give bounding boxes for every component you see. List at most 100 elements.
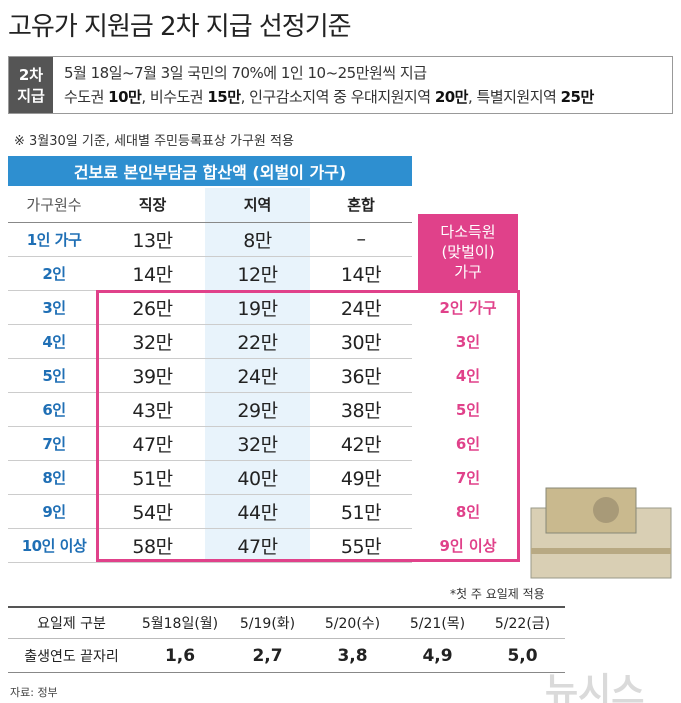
row-label: 9인 <box>42 502 66 521</box>
cell: 51만 <box>132 467 173 490</box>
side-value: 4인 <box>455 366 481 385</box>
weekday-header: 요일제 구분 <box>37 615 106 632</box>
row-rule <box>8 426 412 427</box>
row-label: 5인 <box>42 366 66 385</box>
region: , 특별지원지역 <box>468 88 561 106</box>
side-value: 6인 <box>455 434 481 453</box>
side-value: 5인 <box>455 400 481 419</box>
source: 자료: 정부 <box>10 686 58 699</box>
money-illustration <box>530 487 672 579</box>
cell: 19만 <box>237 297 278 320</box>
cell: 44만 <box>237 501 278 524</box>
side-value: 2인 가구 <box>439 298 497 317</box>
cell: 51만 <box>340 501 382 524</box>
side-header-line: 다소득원 <box>440 223 496 241</box>
title: 고유가 지원금 2차 지급 선정기준 <box>8 12 352 42</box>
region: , 비수도권 <box>141 88 208 106</box>
row-rule <box>8 494 412 495</box>
box-label-line: 2차 <box>18 66 44 84</box>
row-rule <box>8 358 412 359</box>
column-header: 가구원수 <box>26 195 82 214</box>
note: ※ 3월30일 기준, 세대별 주민등록표상 가구원 적용 <box>14 134 294 149</box>
weekday-mid-rule <box>8 638 565 639</box>
row-rule <box>8 562 412 563</box>
cell: 32만 <box>132 331 173 354</box>
row-rule <box>8 256 412 257</box>
row-label: 6인 <box>42 400 66 419</box>
cell: 12만 <box>237 263 278 286</box>
row-label: 10인 이상 <box>21 536 87 555</box>
bill-portrait <box>593 497 619 523</box>
weekday-bottom-rule <box>8 672 565 673</box>
cell: 32만 <box>237 433 278 456</box>
row-label: 2인 <box>42 264 66 283</box>
weekday-cell: 출생연도 끝자리 <box>24 648 119 665</box>
box-line-2: 수도권 10만, 비수도권 15만, 인구감소지역 중 우대지원지역 20만, … <box>64 86 594 107</box>
row-rule <box>8 392 412 393</box>
row-label: 7인 <box>42 434 66 453</box>
bill-band <box>531 548 671 554</box>
box-line-1: 5월 18일~7월 3일 국민의 70%에 1인 10~25만원씩 지급 <box>64 64 427 82</box>
cell: 8만 <box>243 229 272 252</box>
region: 수도권 <box>64 88 109 106</box>
row-rule <box>8 460 412 461</box>
row-rule <box>8 324 412 325</box>
row-label: 4인 <box>42 332 66 351</box>
side-value: 9인 이상 <box>439 536 497 555</box>
weekday-cell: 3,8 <box>337 645 368 666</box>
cell: 14만 <box>340 263 382 286</box>
amount: 15만 <box>207 88 241 106</box>
weekday-header: 5/19(화) <box>239 615 296 632</box>
cell: 26만 <box>132 297 173 320</box>
footnote: *첫 주 요일제 적용 <box>450 587 545 601</box>
cell: 36만 <box>340 365 382 388</box>
cell: 47만 <box>237 535 278 558</box>
cell: 49만 <box>340 467 382 490</box>
side-value: 7인 <box>455 468 481 487</box>
side-value: 8인 <box>455 502 481 521</box>
row-rule <box>8 222 412 223</box>
row-rule <box>8 528 412 529</box>
cell: 22만 <box>237 331 278 354</box>
cell: 55만 <box>340 535 382 558</box>
cell: 40만 <box>237 467 278 490</box>
weekday-header: 5월18일(월) <box>141 615 219 632</box>
cell: 47만 <box>132 433 173 456</box>
table-caption: 건보료 본인부담금 합산액 (외벌이 가구) <box>8 156 412 186</box>
row-label: 1인 가구 <box>26 230 82 249</box>
cell: – <box>356 228 367 250</box>
column-header: 혼합 <box>347 195 375 214</box>
side-value: 3인 <box>455 332 481 351</box>
cell: 13만 <box>132 229 173 252</box>
side-header-line: 가구 <box>454 263 482 281</box>
weekday-header: 5/22(금) <box>494 615 551 632</box>
weekday-cell: 4,9 <box>422 645 453 666</box>
row-label: 8인 <box>42 468 66 487</box>
cell: 39만 <box>132 365 173 388</box>
cell: 54만 <box>132 501 173 524</box>
cell: 24만 <box>340 297 382 320</box>
box-frame <box>8 56 673 114</box>
cell: 38만 <box>340 399 382 422</box>
weekday-header: 5/21(목) <box>409 615 466 632</box>
box-label-line: 지급 <box>17 87 45 105</box>
amount: 25만 <box>560 88 595 106</box>
cell: 14만 <box>132 263 173 286</box>
cell: 58만 <box>132 535 173 558</box>
weekday-cell: 5,0 <box>507 645 538 666</box>
row-label: 3인 <box>42 298 66 317</box>
weekday-header: 5/20(수) <box>324 615 381 632</box>
cell: 30만 <box>340 331 382 354</box>
column-header: 지역 <box>243 195 272 214</box>
side-header-line: (맞벌이) <box>441 243 495 261</box>
weekday-cell: 1,6 <box>164 645 196 666</box>
side-header: 다소득원 (맞벌이) 가구 <box>418 214 518 290</box>
region-column-bg <box>205 188 310 562</box>
column-header: 직장 <box>138 195 167 214</box>
cell: 42만 <box>340 433 382 456</box>
amount: 10만 <box>108 88 142 106</box>
watermark: 뉴시스 <box>545 671 645 703</box>
region: , 인구감소지역 중 우대지원지역 <box>240 88 435 106</box>
